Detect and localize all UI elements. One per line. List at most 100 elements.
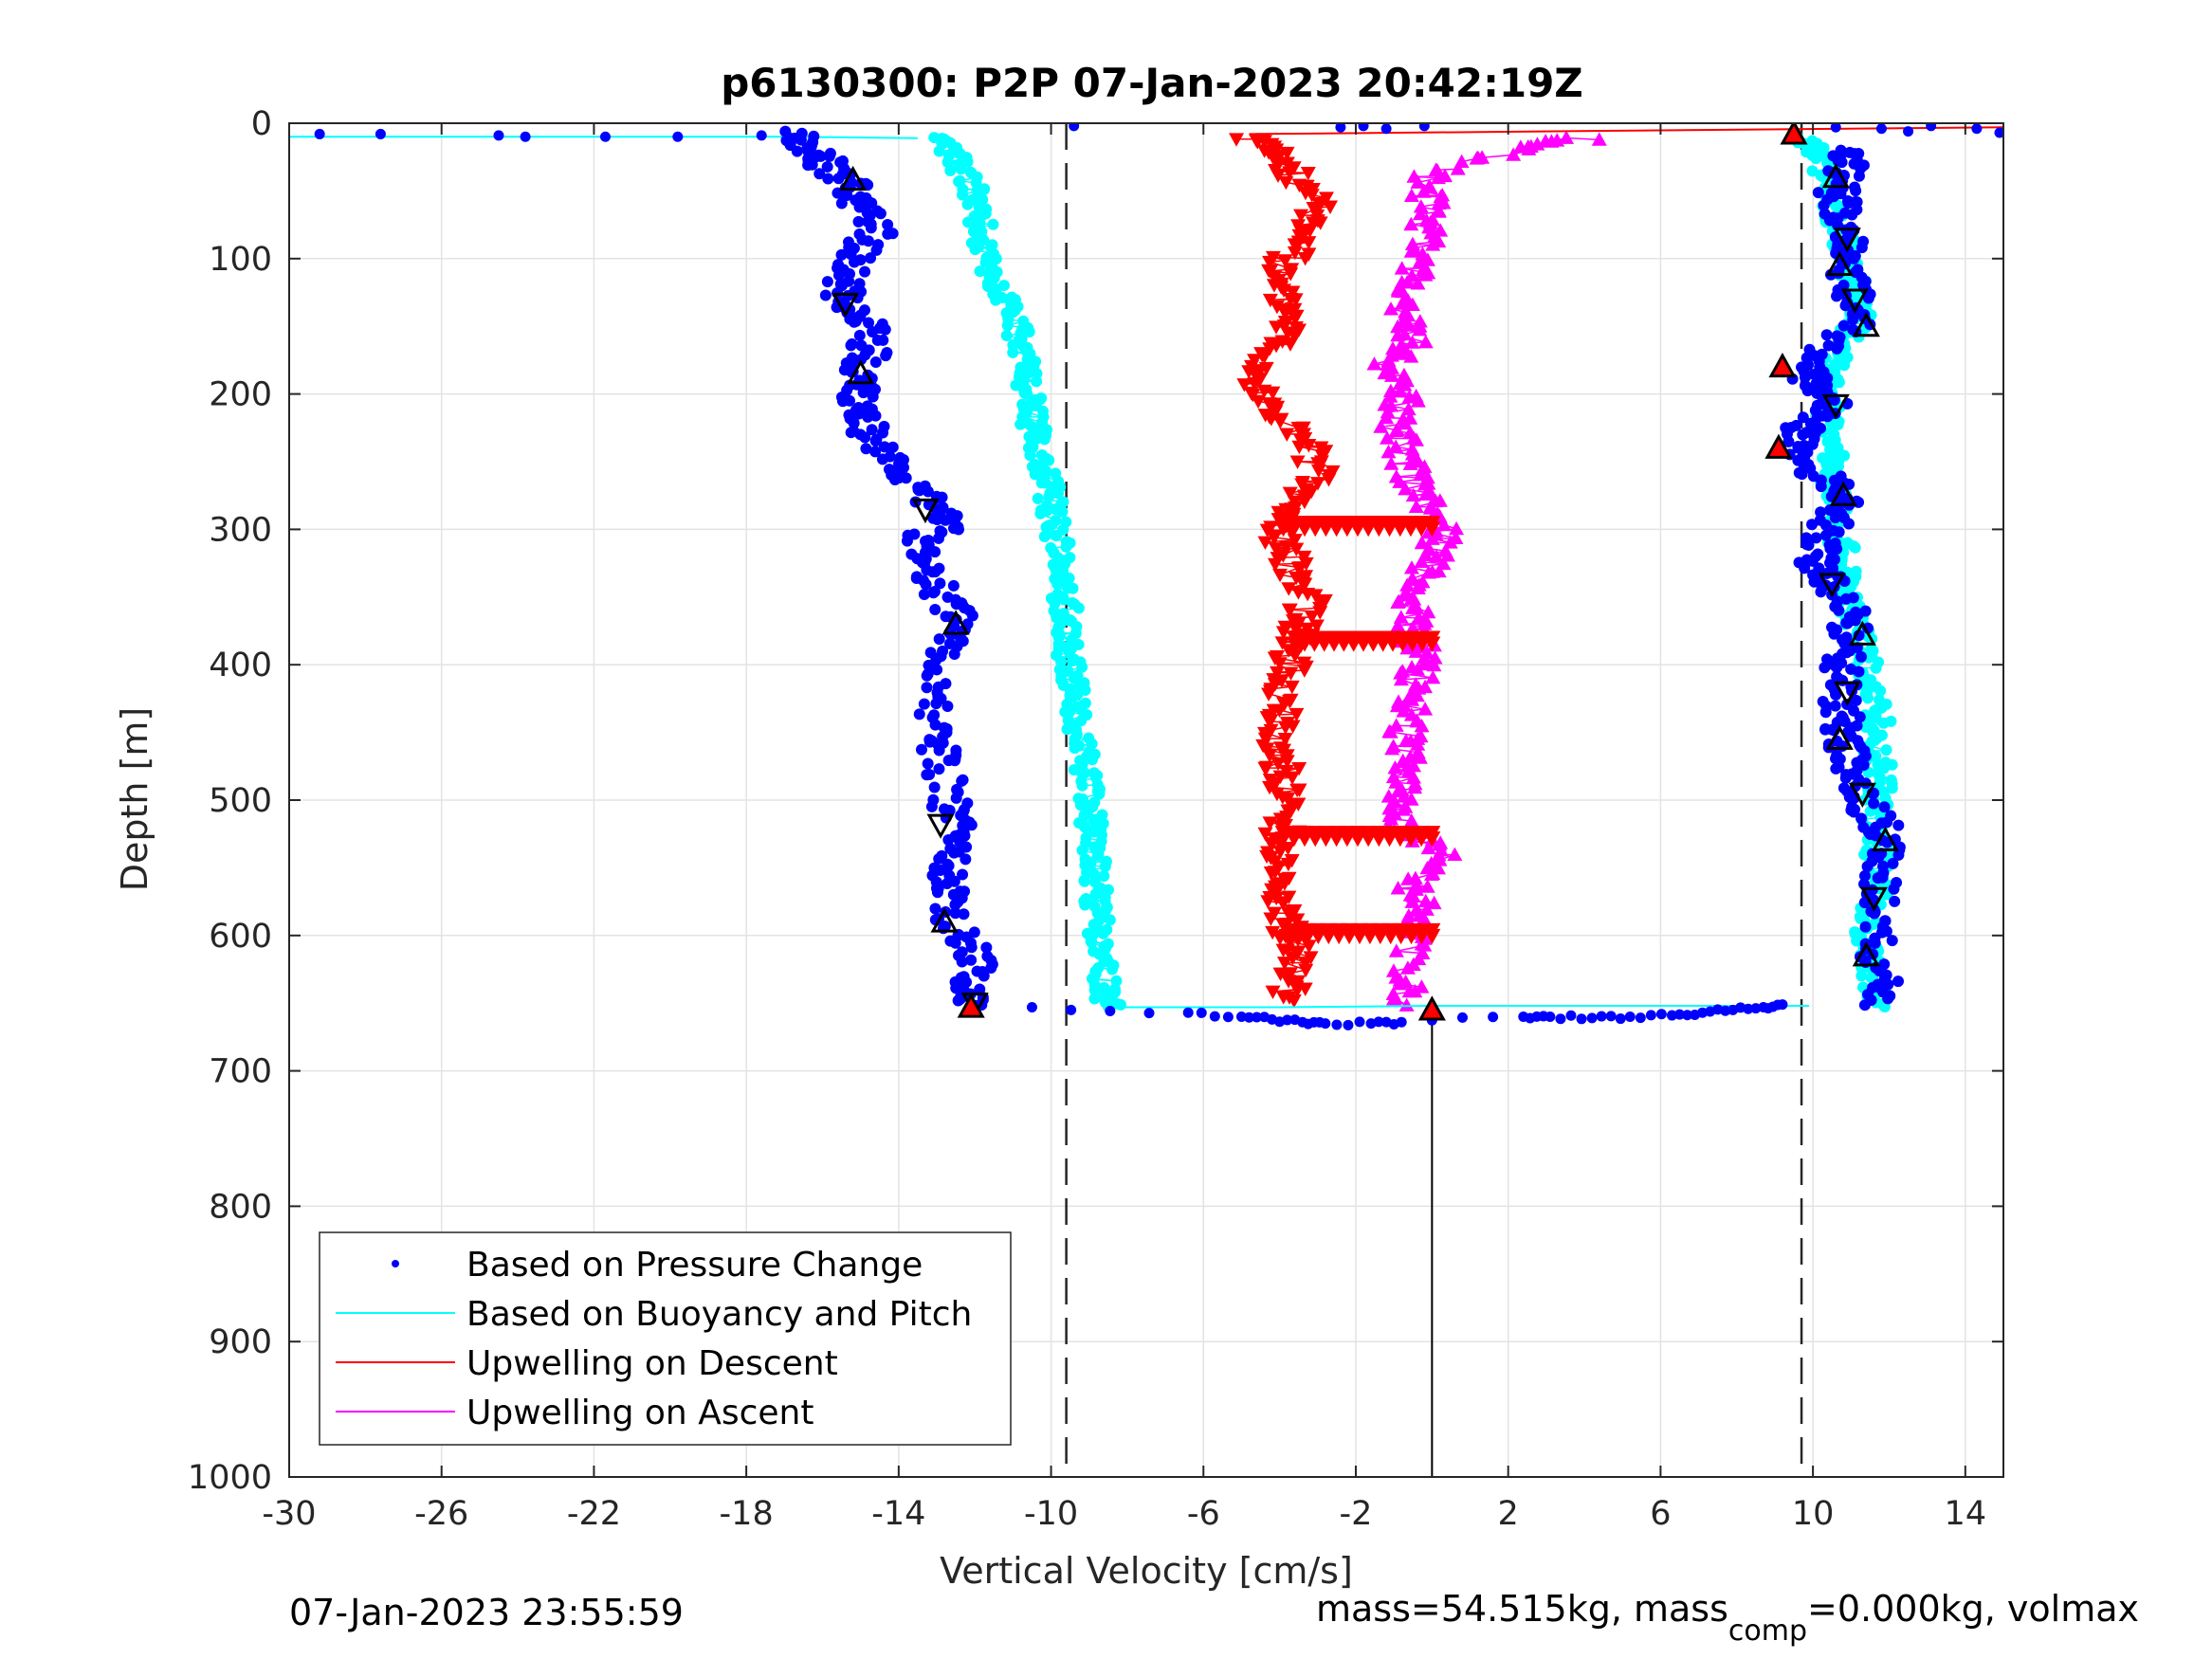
upwelling-ascent-marker <box>1398 733 1414 747</box>
upwelling-descent-marker <box>1283 267 1299 282</box>
pressure-dot <box>375 128 386 139</box>
pressure-dot <box>1655 1009 1667 1020</box>
x-tick-label: -2 <box>1340 1495 1373 1533</box>
buoyancy-dot <box>1865 643 1877 655</box>
pressure-dot <box>1879 915 1892 927</box>
pressure-dot <box>949 937 961 949</box>
dive-marker <box>941 610 970 635</box>
buoyancy-dot <box>1091 848 1104 861</box>
special-marker <box>1780 123 1808 145</box>
buoyancy-dot <box>1088 814 1100 827</box>
pressure-dot <box>1849 148 1861 160</box>
y-axis-label: Depth [m] <box>114 707 155 892</box>
upwelling-ascent-marker <box>1404 236 1420 251</box>
x-tick-label: 10 <box>1792 1495 1835 1533</box>
buoyancy-dot <box>1007 346 1019 358</box>
upwelling-ascent-marker <box>1403 216 1419 231</box>
upwelling-descent-marker <box>1304 189 1320 203</box>
upwelling-ascent-marker <box>1506 147 1522 161</box>
pressure-dot <box>819 289 832 301</box>
pressure-dot <box>874 208 887 220</box>
pressure-dot <box>1837 279 1850 291</box>
dive-marker <box>1818 573 1846 598</box>
pressure-dot <box>866 424 878 436</box>
buoyancy-dot <box>1097 927 1109 939</box>
upwelling-ascent-marker <box>1410 744 1426 759</box>
buoyancy-dot <box>971 185 983 197</box>
pressure-dot <box>1635 1012 1646 1024</box>
upwelling-descent-band-marker <box>1423 636 1441 652</box>
pressure-dot <box>1892 975 1905 988</box>
pressure-dot <box>942 860 955 872</box>
pressure-dot <box>931 514 943 526</box>
upwelling-ascent-marker <box>1591 132 1607 146</box>
pressure-dot <box>1850 694 1862 706</box>
pressure-dot <box>1798 440 1810 452</box>
pressure-dot <box>1645 1010 1656 1021</box>
buoyancy-dot <box>1086 937 1098 949</box>
pressure-dot <box>1282 1014 1293 1026</box>
pressure-dot <box>958 908 970 921</box>
upwelling-descent-marker <box>1282 337 1298 352</box>
upwelling-descent-marker <box>1321 473 1337 487</box>
pressure-dot <box>1605 1011 1617 1022</box>
pressure-dot <box>1830 123 1841 133</box>
upwelling-descent-marker <box>1289 983 1306 998</box>
buoyancy-dot <box>974 265 986 278</box>
buoyancy-dot <box>1115 998 1127 1011</box>
upwelling-ascent-marker <box>1390 282 1406 296</box>
pressure-dot <box>950 792 962 804</box>
x-tick-label: -6 <box>1187 1495 1220 1533</box>
upwelling-ascent-marker <box>1398 799 1414 813</box>
upwelling-descent-marker <box>1236 378 1252 392</box>
upwelling-descent-marker <box>1275 991 1291 1005</box>
upwelling-ascent-marker <box>1383 398 1399 412</box>
y-tick-label: 300 <box>209 511 272 549</box>
dive-marker <box>839 165 868 191</box>
upwelling-ascent-marker <box>1413 728 1429 743</box>
pressure-dot <box>928 781 941 793</box>
y-tick-label: 100 <box>209 241 272 279</box>
pressure-dot <box>756 130 767 141</box>
buoyancy-dot <box>1076 779 1088 792</box>
pressure-dot <box>1824 679 1837 691</box>
pressure-dot <box>672 131 684 142</box>
upwelling-descent-marker <box>1277 733 1293 747</box>
upwelling-descent-marker <box>1268 776 1284 792</box>
upwelling-ascent-marker <box>1428 549 1444 563</box>
upwelling-descent-marker <box>1310 202 1326 216</box>
upwelling-descent-marker <box>1282 166 1298 180</box>
upwelling-descent-marker <box>1241 365 1257 379</box>
upwelling-ascent-marker <box>1435 187 1451 202</box>
upwelling-ascent-marker <box>1388 718 1404 732</box>
pressure-dot <box>867 391 879 403</box>
buoyancy-dot <box>1850 565 1862 577</box>
upwelling-ascent-marker <box>1415 246 1431 261</box>
dive-marker <box>926 813 955 839</box>
dive-marker <box>1848 620 1876 646</box>
upwelling-descent-marker <box>1257 536 1273 551</box>
footer-mass-suffix: =0.000kg, volmax <box>1807 1588 2139 1630</box>
upwelling-descent-marker <box>1276 957 1292 971</box>
pressure-dot <box>929 566 941 578</box>
pressure-dot <box>1812 548 1824 560</box>
upwelling-ascent-marker <box>1380 789 1397 803</box>
buoyancy-dot <box>1051 530 1063 542</box>
pressure-dot <box>921 682 933 694</box>
upwelling-descent-marker <box>1262 342 1278 356</box>
pressure-dot <box>1831 749 1843 761</box>
upwelling-descent-marker <box>1301 939 1317 954</box>
legend-label-buoyancy: Based on Buoyancy and Pitch <box>466 1295 972 1334</box>
pressure-dot <box>870 244 883 256</box>
upwelling-ascent-marker <box>1425 212 1441 227</box>
upwelling-ascent-marker <box>1417 334 1434 349</box>
upwelling-descent-marker <box>1291 761 1307 776</box>
upwelling-ascent-marker <box>1385 769 1401 784</box>
pressure-dot <box>1673 1009 1685 1020</box>
upwelling-ascent-marker <box>1393 337 1409 352</box>
buoyancy-dot <box>956 189 968 201</box>
buoyancy-dot <box>1104 914 1116 926</box>
upwelling-ascent-marker <box>1390 881 1406 895</box>
pressure-dot <box>1823 504 1836 517</box>
upwelling-descent-marker <box>1262 255 1278 270</box>
